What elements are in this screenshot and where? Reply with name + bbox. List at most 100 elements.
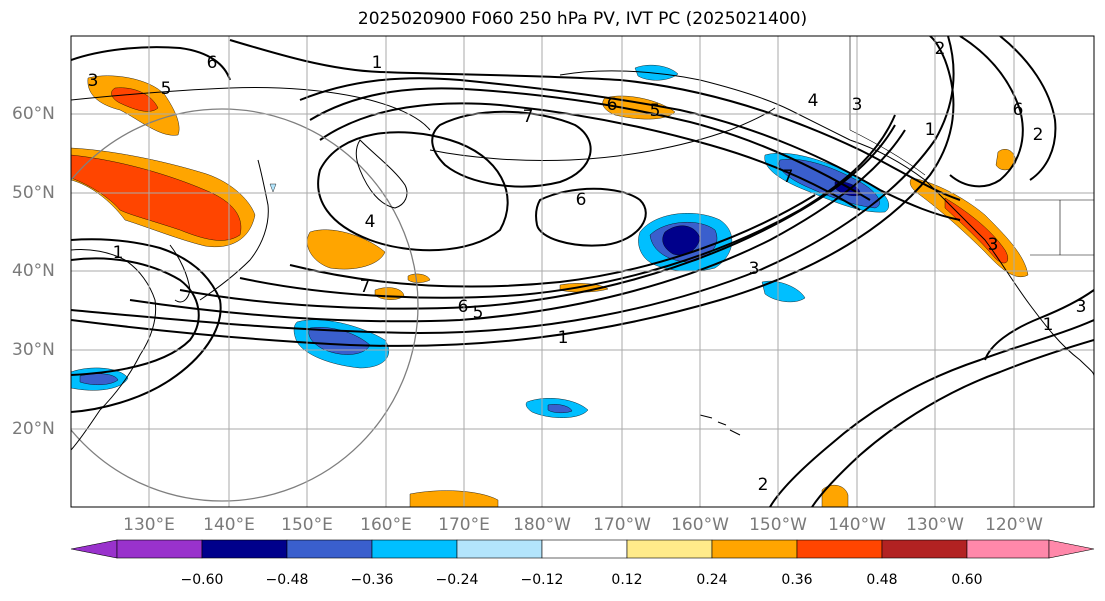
shade-neg-hawaii-core — [547, 404, 573, 413]
colorbar-extend-low — [70, 539, 118, 559]
contour-label: 1 — [113, 243, 124, 263]
coast-korea — [169, 244, 191, 303]
contour-label: 5 — [473, 303, 484, 323]
colorbar-tick-label: 0.24 — [696, 572, 728, 588]
contour-label: 1 — [1043, 315, 1054, 335]
coast-japan — [199, 159, 269, 301]
colorbar-tick-label: 0.48 — [866, 572, 898, 588]
contour-3 — [129, 129, 906, 323]
contour-labels: 1 5 6 3 2 1 7 4 6 7 3 6 5 1 2 1 4 6 7 3 … — [88, 39, 1087, 495]
contour-nw-1 — [71, 46, 231, 81]
colorbar-bin — [116, 539, 203, 559]
contour-label: 4 — [365, 212, 376, 232]
colorbar-bin — [626, 539, 713, 559]
contour-upper-4 — [319, 102, 861, 211]
colorbar-bin — [541, 539, 628, 559]
colorbar-bin — [966, 539, 1050, 559]
contour-label: 3 — [1076, 297, 1087, 317]
coast-asia — [71, 249, 157, 451]
gridlines — [71, 36, 1094, 507]
lon-label: 120°W — [985, 515, 1043, 535]
contour-label: 6 — [1013, 100, 1024, 120]
lat-label: 40°N — [12, 261, 55, 281]
lat-label: 50°N — [12, 183, 55, 203]
shade-pos-japan — [307, 229, 386, 270]
range-circle — [71, 108, 419, 502]
contour-upper-2 — [299, 77, 961, 221]
lon-label: 170°W — [593, 515, 651, 535]
contour-label: 2 — [1033, 125, 1044, 145]
contour-loop-7 — [431, 110, 592, 188]
contour-loop-6 — [535, 187, 647, 247]
coast-siberia — [71, 87, 431, 131]
colorbar-tick-label: 0.12 — [611, 572, 643, 588]
coast-na-west — [849, 139, 1094, 377]
contour-4 — [179, 124, 896, 310]
lon-label: 130°E — [123, 515, 175, 535]
lon-label: 140°W — [828, 515, 886, 535]
contour-sw-1 — [769, 319, 1094, 507]
colorbar-tick-label: −0.48 — [265, 572, 309, 588]
map-panel: 1 5 6 3 2 1 7 4 6 7 3 6 5 1 2 1 4 6 7 3 … — [71, 36, 1094, 507]
contour-label: 6 — [458, 297, 469, 317]
lat-label: 30°N — [12, 340, 55, 360]
contour-label: 1 — [372, 53, 383, 73]
contour-label: 2 — [758, 475, 769, 495]
lon-label: 130°W — [906, 515, 964, 535]
lat-label: 20°N — [12, 419, 55, 439]
contour-label: 6 — [607, 95, 618, 115]
contour-label: 7 — [360, 277, 371, 297]
contour-label: 7 — [783, 167, 794, 187]
lon-label: 180°W — [513, 515, 571, 535]
contour-5 — [239, 114, 896, 299]
contour-upper-3 — [309, 87, 871, 201]
lon-label: 160°E — [360, 515, 412, 535]
colorbar-tick-label: 0.60 — [951, 572, 983, 588]
lon-label: 170°E — [438, 515, 490, 535]
colorbar-bin — [456, 539, 543, 559]
contour-label: 1 — [558, 328, 569, 348]
contour-upper-1 — [229, 39, 961, 201]
map-frame — [70, 35, 1095, 508]
colorbar-tick-label: −0.12 — [520, 572, 564, 588]
shade-pos-westcoast-core — [944, 197, 1008, 264]
shade-pos-asia-core — [71, 154, 242, 241]
contour-sw-2 — [811, 339, 1094, 507]
map-title: 2025020900 F060 250 hPa PV, IVT PC (2025… — [357, 9, 808, 29]
contour-label: 7 — [523, 107, 534, 127]
contour-west-1 — [71, 238, 222, 413]
contour-label: 6 — [576, 190, 587, 210]
shade-neg-small3 — [269, 183, 277, 193]
contour-ne-1 — [949, 36, 1024, 188]
colorbar-bin — [711, 539, 798, 559]
lon-label: 160°W — [671, 515, 729, 535]
coast-aleutians — [429, 107, 776, 162]
colorbar — [70, 539, 1095, 559]
contour-label: 2 — [935, 39, 946, 59]
shade-pos-small3 — [409, 490, 499, 507]
colorbar-extend-high — [1048, 539, 1095, 559]
colorbar-bin — [201, 539, 288, 559]
colorbar-bin — [371, 539, 458, 559]
shading-positive — [71, 75, 1029, 507]
colorbar-bin — [881, 539, 968, 559]
contour-label: 3 — [749, 259, 760, 279]
colorbar-bin — [796, 539, 883, 559]
coast-hawaii — [699, 414, 741, 436]
lon-label: 140°E — [203, 515, 255, 535]
colorbar-tick-label: −0.36 — [350, 572, 394, 588]
shade-pos-small4 — [821, 484, 849, 507]
contour-label: 3 — [988, 235, 999, 255]
contour-label: 4 — [808, 91, 819, 111]
contour-6 — [289, 194, 816, 288]
coastlines — [71, 70, 1094, 451]
colorbar-tick-label: 0.36 — [781, 572, 813, 588]
contour-label: 3 — [852, 95, 863, 115]
lon-label: 150°W — [749, 515, 807, 535]
lon-label: 150°E — [281, 515, 333, 535]
colorbar-tick-label: −0.60 — [180, 572, 224, 588]
contour-label: 3 — [88, 71, 99, 91]
lat-label: 60°N — [12, 104, 55, 124]
contour-ne-2 — [999, 36, 1057, 181]
